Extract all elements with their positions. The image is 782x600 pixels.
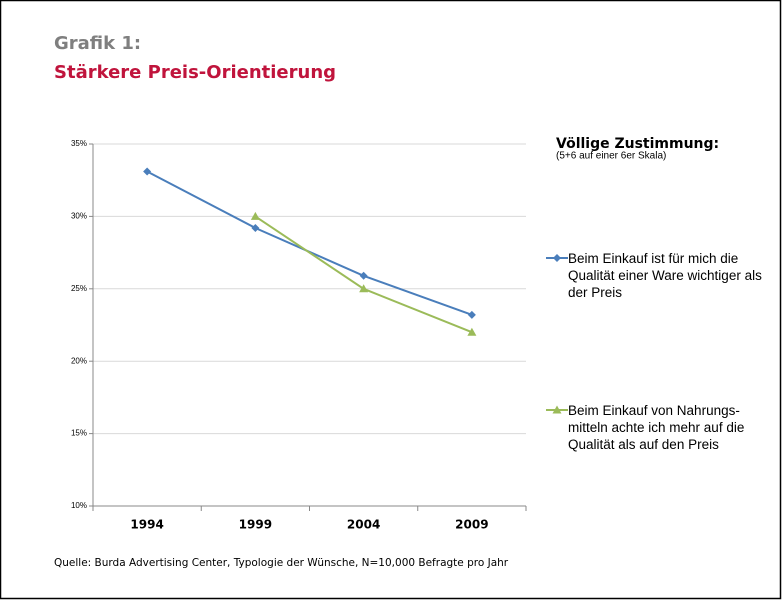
- data-point: [359, 271, 368, 280]
- y-tick-label: 15%: [71, 429, 87, 438]
- legend-label: Beim Einkauf ist für mich die Qualität e…: [568, 251, 762, 300]
- data-point: [250, 211, 260, 220]
- data-point: [143, 167, 152, 176]
- y-tick-label: 25%: [71, 284, 87, 293]
- y-tick-label: 35%: [71, 139, 87, 148]
- data-point: [251, 223, 260, 232]
- legend-title: Völlige Zustimmung:: [556, 136, 719, 152]
- legend-marker: [553, 254, 561, 262]
- y-tick-label: 10%: [71, 501, 87, 510]
- y-tick-label: 20%: [71, 356, 87, 365]
- legend-subtitle: (5+6 auf einer 6er Skala): [556, 151, 666, 162]
- series-line: [146, 170, 473, 316]
- legend-label: Beim Einkauf von Nahrungs-mitteln achte …: [568, 403, 745, 452]
- data-point: [467, 310, 476, 319]
- chart-title: Stärkere Preis-Orientierung: [54, 62, 336, 83]
- chart-kicker: Grafik 1:: [54, 33, 141, 54]
- data-point: [467, 327, 477, 336]
- source: Quelle: Burda Advertising Center, Typolo…: [54, 557, 509, 569]
- x-tick-label: 2009: [455, 518, 488, 532]
- x-tick-label: 1999: [239, 518, 272, 532]
- legend-marker: [552, 405, 562, 414]
- x-tick-label: 2004: [347, 518, 380, 532]
- x-tick-label: 1994: [130, 518, 163, 532]
- data-point: [359, 284, 369, 293]
- y-tick-label: 30%: [71, 212, 87, 221]
